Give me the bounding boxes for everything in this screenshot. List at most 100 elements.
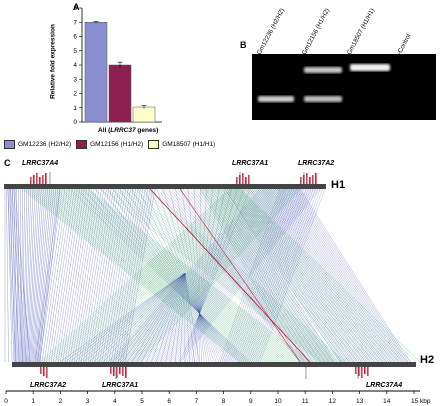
synteny-link [65, 188, 287, 363]
synteny-link [36, 188, 55, 363]
synteny-link [126, 188, 275, 363]
synteny-link [34, 188, 50, 363]
synteny-link [210, 188, 329, 363]
legend: GM12236 (H2/H2) GM12156 (H1/H2) GM18507 … [4, 140, 215, 149]
synteny-link [173, 188, 315, 363]
synteny-link [35, 188, 255, 363]
gene-marker [42, 175, 44, 184]
synteny-link [232, 188, 295, 363]
panel-a-label: A [73, 2, 80, 12]
synteny-link [174, 188, 310, 363]
synteny-link [149, 188, 311, 363]
synteny-link [232, 188, 400, 363]
axis-tick-label: 14 [383, 398, 391, 405]
synteny-link [210, 188, 334, 363]
gene-marker [119, 367, 121, 374]
synteny-link [209, 188, 330, 363]
x-axis-label-prefix: All ( [98, 127, 111, 134]
synteny-link [213, 188, 342, 363]
synteny-link [110, 188, 141, 363]
legend-item: GM12156 (H1/H2) [76, 140, 143, 149]
synteny-link [292, 188, 404, 363]
synteny-link [87, 188, 311, 363]
panel-c-label: C [4, 158, 11, 168]
synteny-link [122, 188, 289, 363]
synteny-link [146, 272, 186, 363]
synteny-link [107, 188, 236, 363]
synteny-link [99, 188, 129, 363]
synteny-link [98, 272, 186, 363]
synteny-link [22, 188, 25, 363]
synteny-link [78, 188, 301, 363]
synteny-link [74, 188, 296, 363]
synteny-link [185, 188, 316, 363]
synteny-link [251, 188, 366, 363]
synteny-link [28, 188, 38, 363]
synteny-link [120, 188, 151, 363]
synteny-link [149, 188, 346, 363]
haplotype-h2-label: H2 [420, 354, 435, 366]
synteny-link [144, 188, 291, 363]
synteny-link [25, 188, 32, 363]
synteny-link [261, 188, 375, 363]
synteny-link [73, 188, 102, 363]
synteny-link [68, 188, 251, 363]
synteny-link [76, 188, 299, 363]
synteny-link [184, 272, 190, 363]
axis-tick-label: 12 [329, 398, 337, 405]
gene-marker [122, 367, 124, 376]
synteny-link [35, 188, 52, 363]
gene-marker [367, 367, 369, 376]
synteny-link [62, 188, 247, 363]
synteny-link [220, 188, 363, 363]
synteny-link [208, 188, 326, 363]
gene-marker [312, 175, 314, 184]
synteny-link [59, 188, 245, 363]
synteny-link [139, 188, 301, 363]
synteny-link [255, 188, 321, 363]
synteny-link [57, 188, 85, 363]
synteny-link [228, 188, 388, 363]
synteny-link [101, 188, 131, 363]
synteny-link [174, 272, 186, 363]
synteny-link [166, 188, 306, 363]
synteny-link [278, 188, 391, 363]
axis-tick-label: 0 [4, 398, 8, 405]
synteny-link [24, 188, 30, 363]
synteny-link [236, 188, 351, 363]
synteny-link [253, 188, 319, 363]
synteny-link [203, 188, 313, 363]
axis-tick-label: 10 [274, 398, 282, 405]
synteny-link [42, 188, 233, 363]
synteny-link [81, 188, 303, 363]
synteny-link [128, 188, 277, 363]
y-tick-label: 2 [73, 91, 77, 98]
synteny-link [232, 188, 348, 363]
synteny-link [33, 188, 253, 363]
synteny-link [38, 188, 59, 363]
synteny-link [138, 188, 340, 363]
synteny-link [227, 188, 383, 363]
synteny-link [162, 188, 215, 363]
synteny-link [53, 188, 274, 363]
synteny-link [108, 188, 139, 363]
gene-marker [110, 367, 112, 374]
gene-label-bottom: LRRC37A2 [30, 382, 67, 389]
synteny-link [103, 272, 186, 363]
synteny-link [82, 188, 261, 363]
synteny-link [189, 188, 226, 363]
synteny-link [263, 188, 377, 363]
synteny-link [238, 188, 353, 363]
synteny-link [122, 188, 153, 363]
gel-band [350, 64, 390, 71]
synteny-link [97, 188, 127, 363]
synteny-link [117, 188, 148, 363]
gene-marker [355, 367, 357, 374]
gel-background [252, 54, 436, 120]
synteny-link [85, 188, 308, 363]
synteny-link [115, 188, 328, 363]
synteny-link [131, 272, 186, 363]
synteny-link [32, 188, 46, 363]
h2-track [12, 362, 416, 367]
synteny-link [51, 188, 239, 363]
